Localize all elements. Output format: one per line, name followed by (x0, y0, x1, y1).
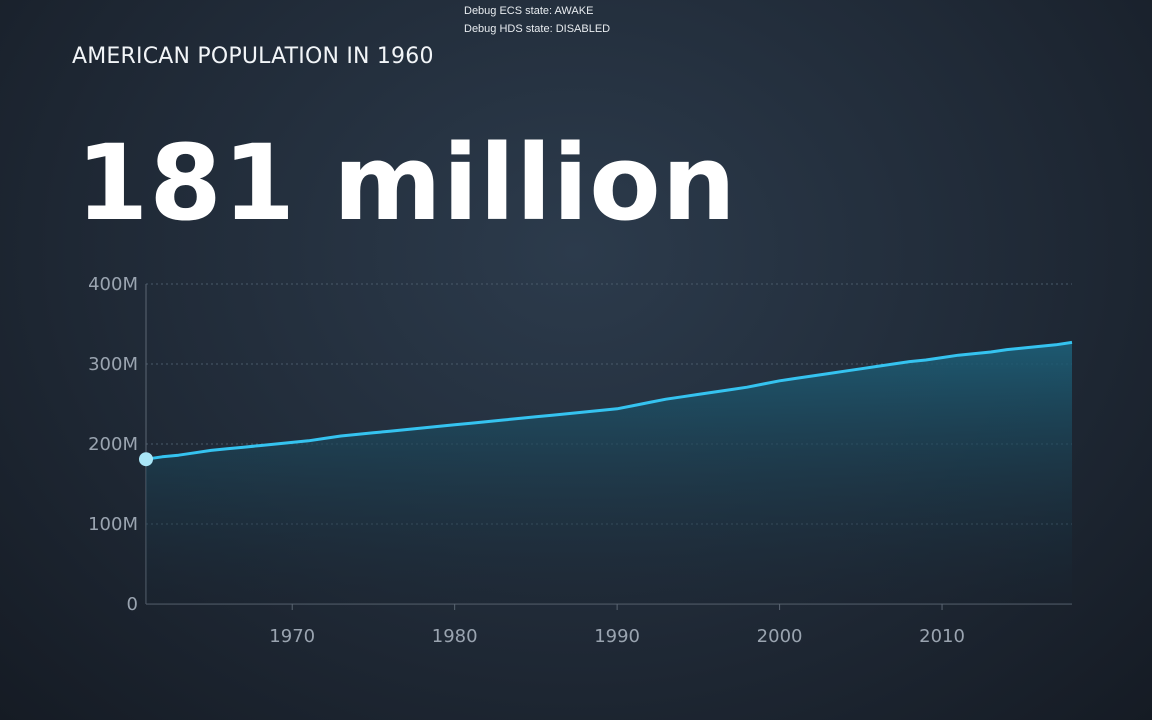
x-tick-label: 1980 (432, 626, 478, 647)
x-axis: 1970 1980 1990 2000 2010 (269, 604, 965, 647)
population-area (146, 342, 1072, 604)
debug-overlay: Debug ECS state: AWAKE Debug HDS state: … (464, 2, 610, 38)
y-tick-label: 0 (127, 594, 138, 615)
x-tick-label: 1990 (594, 626, 640, 647)
y-tick-label: 300M (88, 354, 138, 375)
line-layer (145, 340, 1073, 461)
y-axis: 0 100M 200M 300M 400M (88, 274, 138, 615)
population-line (145, 340, 1073, 461)
area-layer (146, 342, 1072, 604)
x-tick-label: 2010 (919, 626, 965, 647)
population-value: 181 million (76, 122, 737, 244)
debug-ecs-state: Debug ECS state: AWAKE (464, 5, 594, 17)
x-tick-label: 2000 (757, 626, 803, 647)
y-tick-label: 400M (88, 274, 138, 295)
x-tick-label: 1970 (269, 626, 315, 647)
chart-header: AMERICAN POPULATION IN 1960 (72, 44, 434, 69)
y-tick-label: 200M (88, 434, 138, 455)
y-tick-label: 100M (88, 514, 138, 535)
debug-hds-state: Debug HDS state: DISABLED (464, 23, 611, 35)
marker-layer (139, 452, 153, 467)
current-year-marker (139, 452, 153, 467)
